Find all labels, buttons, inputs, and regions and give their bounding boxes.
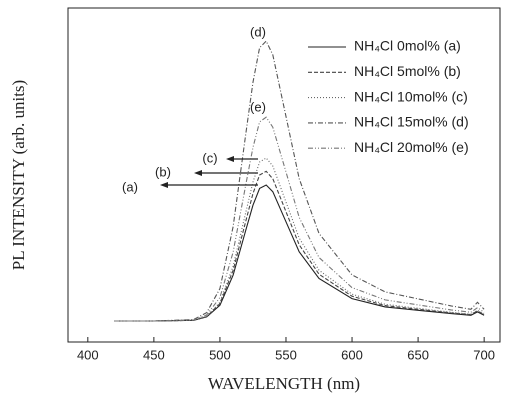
legend-label: NH₄Cl 15mol% (d) <box>354 114 469 130</box>
series-line <box>114 170 485 322</box>
series-line <box>114 184 485 322</box>
annotation: (e) <box>250 99 266 114</box>
x-tick-label: 400 <box>77 347 99 362</box>
series-line <box>114 40 485 322</box>
annotation: (b) <box>155 164 171 179</box>
y-axis-label: PL INTENSITY (arb. units) <box>9 80 28 270</box>
x-tick-label: 700 <box>473 347 495 362</box>
legend-label: NH₄Cl 20mol% (e) <box>354 139 469 155</box>
series-line <box>114 116 485 322</box>
x-axis-label: WAVELENGTH (nm) <box>208 374 360 393</box>
x-tick-label: 500 <box>209 347 231 362</box>
series-line <box>114 157 485 322</box>
x-tick-label: 600 <box>341 347 363 362</box>
annotation: (c) <box>202 150 217 165</box>
arrow-head <box>160 182 168 188</box>
x-tick-label: 650 <box>407 347 429 362</box>
annotation: (a) <box>122 179 138 194</box>
plot-frame <box>67 7 501 343</box>
legend-label: NH₄Cl 0mol% (a) <box>354 38 461 54</box>
x-tick-label: 550 <box>275 347 297 362</box>
arrow-head <box>194 170 202 176</box>
arrow-head <box>226 156 234 162</box>
legend-label: NH₄Cl 10mol% (c) <box>354 88 468 104</box>
annotation: (d) <box>250 24 266 39</box>
legend-label: NH₄Cl 5mol% (b) <box>354 63 461 79</box>
x-tick-label: 450 <box>143 347 165 362</box>
